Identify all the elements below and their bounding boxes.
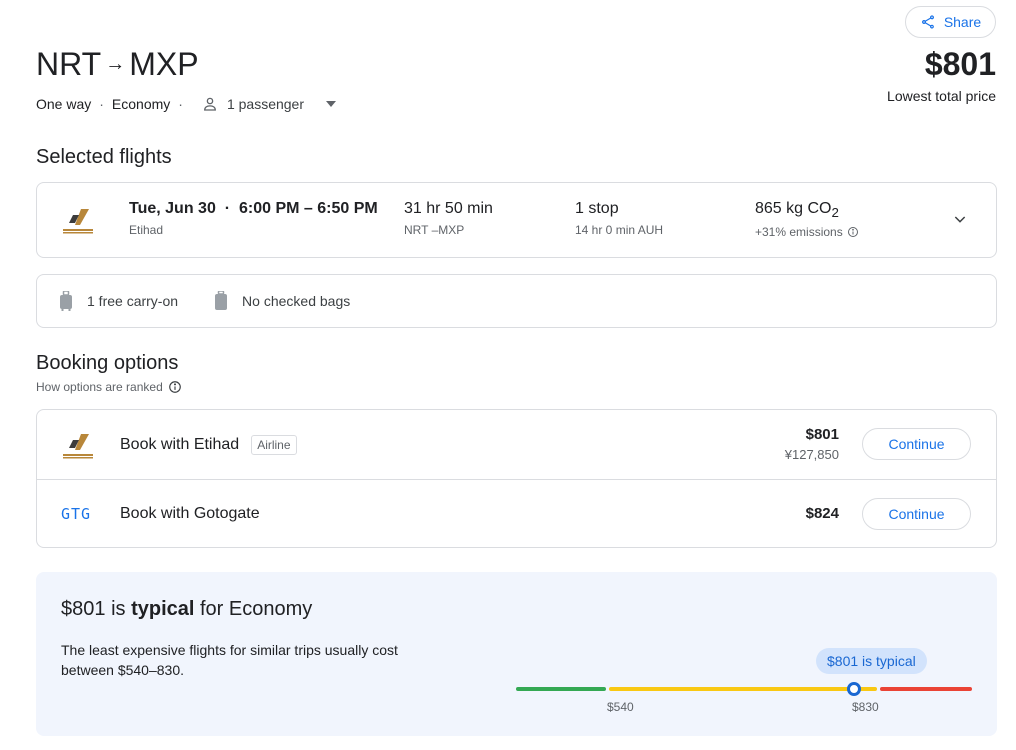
passenger-selector[interactable]: 1 passenger	[201, 95, 337, 113]
flight-layover: 14 hr 0 min AUH	[575, 223, 664, 237]
emissions-note: +31% emissions	[755, 225, 843, 240]
booking-option-price: $824	[805, 505, 839, 522]
separator-dot: ·	[178, 96, 183, 112]
insight-is: is	[111, 598, 126, 620]
low-price-segment	[516, 687, 606, 691]
destination-code: MXP	[129, 46, 199, 82]
continue-button-gotogate[interactable]: Continue	[862, 498, 971, 530]
insight-level: typical	[131, 598, 195, 620]
typical-price-segment	[609, 687, 877, 691]
flight-emissions: 865 kg CO2	[755, 200, 859, 220]
route-arrow-icon: →	[105, 53, 126, 75]
person-icon	[204, 97, 216, 111]
current-price-marker	[847, 682, 861, 696]
checked-bag-label: No checked bags	[242, 293, 351, 309]
booking-options-list: Book with Etihad Airline $801 ¥127,850 C…	[36, 409, 997, 548]
carry-on-info: 1 free carry-on	[59, 291, 178, 311]
flight-route: NRT –MXP	[404, 223, 465, 237]
info-icon[interactable]	[847, 226, 859, 238]
price-insight-title: $801 is typical for Economy	[61, 598, 312, 621]
trip-meta: One way · Economy · 1 passenger	[36, 95, 337, 113]
gotogate-logo: GTG	[61, 505, 92, 523]
insight-cabin: for Economy	[200, 598, 313, 620]
flight-stops: 1 stop	[575, 200, 619, 217]
cabin-class: Economy	[111, 96, 171, 112]
trip-type: One way	[36, 96, 92, 112]
booking-options-title: Booking options	[36, 352, 179, 374]
booking-option-name: Book with Gotogate	[120, 505, 260, 522]
etihad-logo-icon	[63, 434, 93, 459]
share-button[interactable]: Share	[905, 6, 996, 38]
etihad-logo-icon	[63, 209, 93, 234]
chevron-down-icon[interactable]	[952, 211, 968, 227]
info-icon	[168, 381, 181, 393]
baggage-card: 1 free carry-on No checked bags	[36, 274, 997, 328]
origin-code: NRT	[36, 46, 102, 82]
lowest-price-caption: Lowest total price	[887, 88, 996, 104]
continue-button-etihad[interactable]: Continue	[862, 428, 971, 460]
airline-badge: Airline	[251, 435, 297, 455]
range-tick-high: $830	[852, 700, 879, 714]
separator-dot: ·	[220, 200, 235, 217]
booking-option-etihad: Book with Etihad Airline $801 ¥127,850 C…	[37, 410, 996, 479]
airline-name: Etihad	[129, 223, 164, 237]
booking-option-price-yen: ¥127,850	[784, 447, 839, 462]
booking-option-gotogate: GTG Book with Gotogate $824 Continue	[37, 479, 996, 548]
carry-on-bag-icon	[60, 291, 72, 311]
high-price-segment	[880, 687, 972, 691]
booking-option-price: $801	[805, 426, 839, 443]
flight-times: 6:00 PM – 6:50 PM	[238, 200, 378, 217]
price-insight-panel: $801 is typical for Economy The least ex…	[36, 572, 997, 736]
emissions-value: 865 kg CO	[755, 200, 832, 217]
ranking-info-label: How options are ranked	[36, 380, 163, 394]
checked-bag-icon	[215, 291, 228, 310]
emissions-subscript: 2	[831, 205, 839, 221]
route-title: NRT → MXP	[36, 46, 199, 83]
caret-down-icon	[326, 101, 337, 107]
price-insight-description: The least expensive flights for similar …	[61, 642, 398, 678]
flight-date: Tue, Jun 30	[129, 200, 216, 217]
booking-option-name: Book with Etihad	[120, 436, 240, 453]
range-tick-low: $540	[607, 700, 634, 714]
lowest-price: $801	[924, 46, 996, 82]
ranking-info-link[interactable]: How options are ranked	[36, 380, 182, 394]
share-icon	[921, 15, 934, 29]
selected-flights-title: Selected flights	[36, 146, 172, 168]
checked-bag-info: No checked bags	[214, 291, 350, 311]
carry-on-label: 1 free carry-on	[87, 293, 179, 309]
separator-dot: ·	[99, 96, 104, 112]
flight-card[interactable]: Tue, Jun 30 · 6:00 PM – 6:50 PM Etihad 3…	[36, 182, 997, 258]
flight-duration: 31 hr 50 min	[404, 200, 493, 217]
passenger-count: 1 passenger	[226, 96, 305, 112]
price-range-bar: $801 is typical $540 $830	[516, 644, 976, 724]
current-price-bubble: $801 is typical	[816, 648, 927, 674]
share-label: Share	[943, 14, 982, 30]
insight-price: $801	[61, 598, 106, 620]
